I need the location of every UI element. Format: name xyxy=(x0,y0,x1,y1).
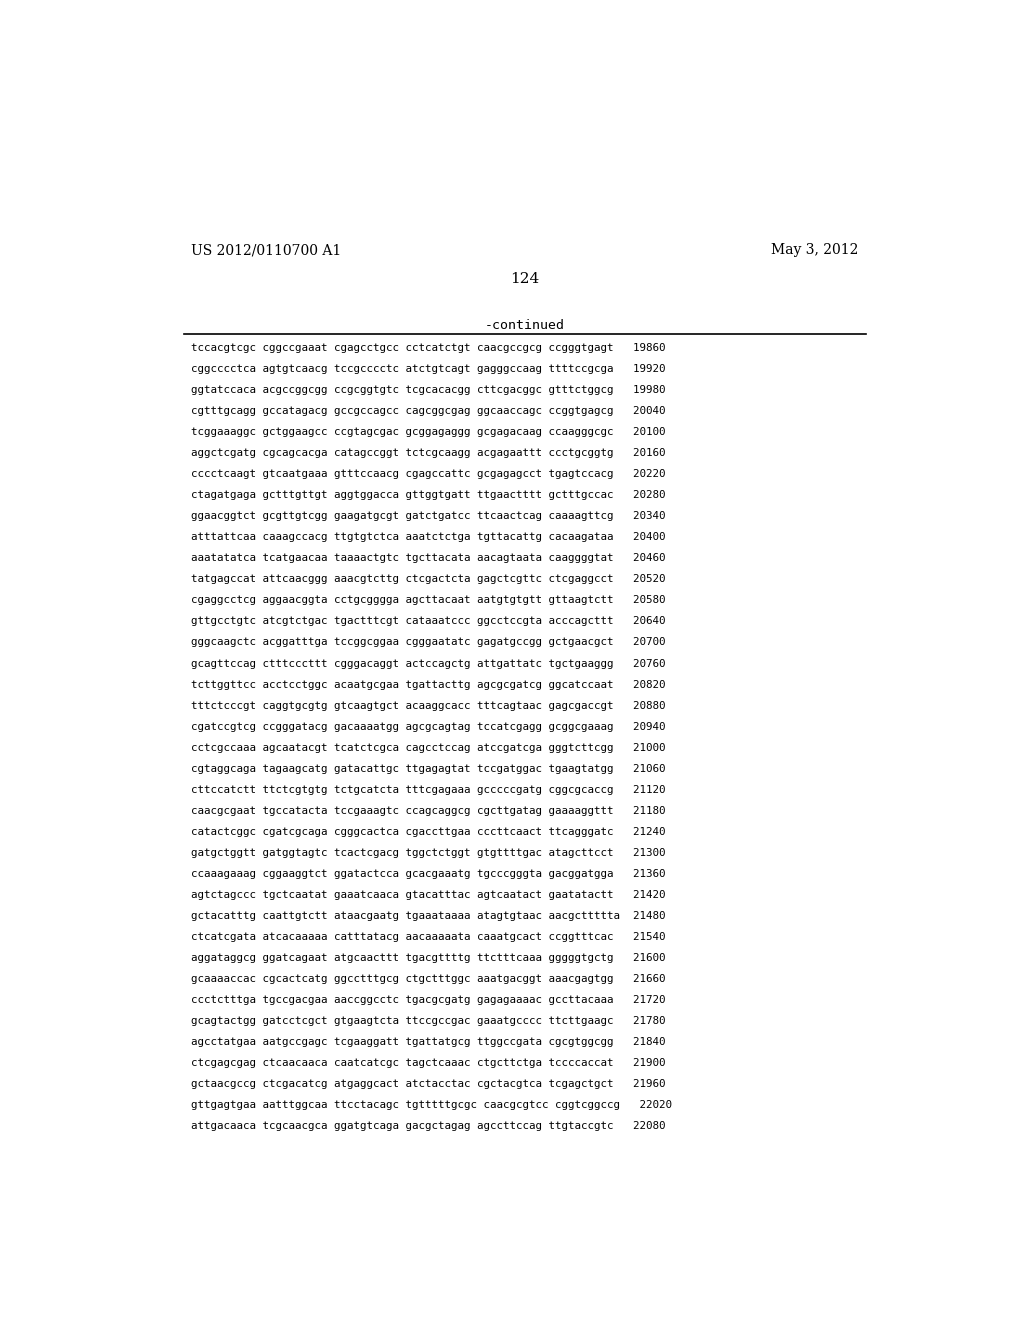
Text: May 3, 2012: May 3, 2012 xyxy=(771,243,858,257)
Text: gttgcctgtc atcgtctgac tgactttcgt cataaatccc ggcctccgta acccagcttt   20640: gttgcctgtc atcgtctgac tgactttcgt cataaat… xyxy=(191,616,666,627)
Text: cttccatctt ttctcgtgtg tctgcatcta tttcgagaaa gcccccgatg cggcgcaccg   21120: cttccatctt ttctcgtgtg tctgcatcta tttcgag… xyxy=(191,784,666,795)
Text: tccacgtcgc cggccgaaat cgagcctgcc cctcatctgt caacgccgcg ccgggtgagt   19860: tccacgtcgc cggccgaaat cgagcctgcc cctcatc… xyxy=(191,343,666,354)
Text: cgtaggcaga tagaagcatg gatacattgc ttgagagtat tccgatggac tgaagtatgg   21060: cgtaggcaga tagaagcatg gatacattgc ttgagag… xyxy=(191,763,666,774)
Text: cgaggcctcg aggaacggta cctgcgggga agcttacaat aatgtgtgtt gttaagtctt   20580: cgaggcctcg aggaacggta cctgcgggga agcttac… xyxy=(191,595,666,606)
Text: ctcgagcgag ctcaacaaca caatcatcgc tagctcaaac ctgcttctga tccccaccat   21900: ctcgagcgag ctcaacaaca caatcatcgc tagctca… xyxy=(191,1057,666,1068)
Text: gcagtactgg gatcctcgct gtgaagtcta ttccgccgac gaaatgcccc ttcttgaagc   21780: gcagtactgg gatcctcgct gtgaagtcta ttccgcc… xyxy=(191,1016,666,1026)
Text: aggctcgatg cgcagcacga catagccggt tctcgcaagg acgagaattt ccctgcggtg   20160: aggctcgatg cgcagcacga catagccggt tctcgca… xyxy=(191,449,666,458)
Text: tttctcccgt caggtgcgtg gtcaagtgct acaaggcacc tttcagtaac gagcgaccgt   20880: tttctcccgt caggtgcgtg gtcaagtgct acaaggc… xyxy=(191,701,666,710)
Text: gcaaaaccac cgcactcatg ggcctttgcg ctgctttggc aaatgacggt aaacgagtgg   21660: gcaaaaccac cgcactcatg ggcctttgcg ctgcttt… xyxy=(191,974,666,983)
Text: gcagttccag ctttcccttt cgggacaggt actccagctg attgattatc tgctgaaggg   20760: gcagttccag ctttcccttt cgggacaggt actccag… xyxy=(191,659,666,668)
Text: cctcgccaaa agcaatacgt tcatctcgca cagcctccag atccgatcga gggtcttcgg   21000: cctcgccaaa agcaatacgt tcatctcgca cagcctc… xyxy=(191,743,666,752)
Text: US 2012/0110700 A1: US 2012/0110700 A1 xyxy=(191,243,342,257)
Text: tcttggttcc acctcctggc acaatgcgaa tgattacttg agcgcgatcg ggcatccaat   20820: tcttggttcc acctcctggc acaatgcgaa tgattac… xyxy=(191,680,666,689)
Text: gctacatttg caattgtctt ataacgaatg tgaaataaaa atagtgtaac aacgcttttta  21480: gctacatttg caattgtctt ataacgaatg tgaaata… xyxy=(191,911,666,921)
Text: atttattcaa caaagccacg ttgtgtctca aaatctctga tgttacattg cacaagataa   20400: atttattcaa caaagccacg ttgtgtctca aaatctc… xyxy=(191,532,666,543)
Text: cccctcaagt gtcaatgaaa gtttccaacg cgagccattc gcgagagcct tgagtccacg   20220: cccctcaagt gtcaatgaaa gtttccaacg cgagcca… xyxy=(191,470,666,479)
Text: ccaaagaaag cggaaggtct ggatactcca gcacgaaatg tgcccgggta gacggatgga   21360: ccaaagaaag cggaaggtct ggatactcca gcacgaa… xyxy=(191,869,666,879)
Text: ggtatccaca acgccggcgg ccgcggtgtc tcgcacacgg cttcgacggc gtttctggcg   19980: ggtatccaca acgccggcgg ccgcggtgtc tcgcaca… xyxy=(191,385,666,395)
Text: agcctatgaa aatgccgagc tcgaaggatt tgattatgcg ttggccgata cgcgtggcgg   21840: agcctatgaa aatgccgagc tcgaaggatt tgattat… xyxy=(191,1038,666,1047)
Text: tatgagccat attcaacggg aaacgtcttg ctcgactcta gagctcgttc ctcgaggcct   20520: tatgagccat attcaacggg aaacgtcttg ctcgact… xyxy=(191,574,666,585)
Text: gggcaagctc acggatttga tccggcggaa cgggaatatc gagatgccgg gctgaacgct   20700: gggcaagctc acggatttga tccggcggaa cgggaat… xyxy=(191,638,666,648)
Text: gttgagtgaa aatttggcaa ttcctacagc tgtttttgcgc caacgcgtcc cggtcggccg   22020: gttgagtgaa aatttggcaa ttcctacagc tgttttt… xyxy=(191,1100,673,1110)
Text: agtctagccc tgctcaatat gaaatcaaca gtacatttac agtcaatact gaatatactt   21420: agtctagccc tgctcaatat gaaatcaaca gtacatt… xyxy=(191,890,666,900)
Text: ctagatgaga gctttgttgt aggtggacca gttggtgatt ttgaactttt gctttgccac   20280: ctagatgaga gctttgttgt aggtggacca gttggtg… xyxy=(191,490,666,500)
Text: aaatatatca tcatgaacaa taaaactgtc tgcttacata aacagtaata caaggggtat   20460: aaatatatca tcatgaacaa taaaactgtc tgcttac… xyxy=(191,553,666,564)
Text: catactcggc cgatcgcaga cgggcactca cgaccttgaa cccttcaact ttcagggatc   21240: catactcggc cgatcgcaga cgggcactca cgacctt… xyxy=(191,826,666,837)
Text: 124: 124 xyxy=(510,272,540,286)
Text: caacgcgaat tgccatacta tccgaaagtc ccagcaggcg cgcttgatag gaaaaggttt   21180: caacgcgaat tgccatacta tccgaaagtc ccagcag… xyxy=(191,805,666,816)
Text: -continued: -continued xyxy=(484,318,565,331)
Text: aggataggcg ggatcagaat atgcaacttt tgacgttttg ttctttcaaa gggggtgctg   21600: aggataggcg ggatcagaat atgcaacttt tgacgtt… xyxy=(191,953,666,962)
Text: tcggaaaggc gctggaagcc ccgtagcgac gcggagaggg gcgagacaag ccaagggcgc   20100: tcggaaaggc gctggaagcc ccgtagcgac gcggaga… xyxy=(191,428,666,437)
Text: ccctctttga tgccgacgaa aaccggcctc tgacgcgatg gagagaaaac gccttacaaa   21720: ccctctttga tgccgacgaa aaccggcctc tgacgcg… xyxy=(191,995,666,1005)
Text: cgatccgtcg ccgggatacg gacaaaatgg agcgcagtag tccatcgagg gcggcgaaag   20940: cgatccgtcg ccgggatacg gacaaaatgg agcgcag… xyxy=(191,722,666,731)
Text: gctaacgccg ctcgacatcg atgaggcact atctacctac cgctacgtca tcgagctgct   21960: gctaacgccg ctcgacatcg atgaggcact atctacc… xyxy=(191,1078,666,1089)
Text: gatgctggtt gatggtagtc tcactcgacg tggctctggt gtgttttgac atagcttcct   21300: gatgctggtt gatggtagtc tcactcgacg tggctct… xyxy=(191,847,666,858)
Text: ggaacggtct gcgttgtcgg gaagatgcgt gatctgatcc ttcaactcag caaaagttcg   20340: ggaacggtct gcgttgtcgg gaagatgcgt gatctga… xyxy=(191,511,666,521)
Text: attgacaaca tcgcaacgca ggatgtcaga gacgctagag agccttccag ttgtaccgtc   22080: attgacaaca tcgcaacgca ggatgtcaga gacgcta… xyxy=(191,1121,666,1131)
Text: cgtttgcagg gccatagacg gccgccagcc cagcggcgag ggcaaccagc ccggtgagcg   20040: cgtttgcagg gccatagacg gccgccagcc cagcggc… xyxy=(191,407,666,416)
Text: cggcccctca agtgtcaacg tccgcccctc atctgtcagt gagggccaag ttttccgcga   19920: cggcccctca agtgtcaacg tccgcccctc atctgtc… xyxy=(191,364,666,375)
Text: ctcatcgata atcacaaaaa catttatacg aacaaaaata caaatgcact ccggtttcac   21540: ctcatcgata atcacaaaaa catttatacg aacaaaa… xyxy=(191,932,666,941)
